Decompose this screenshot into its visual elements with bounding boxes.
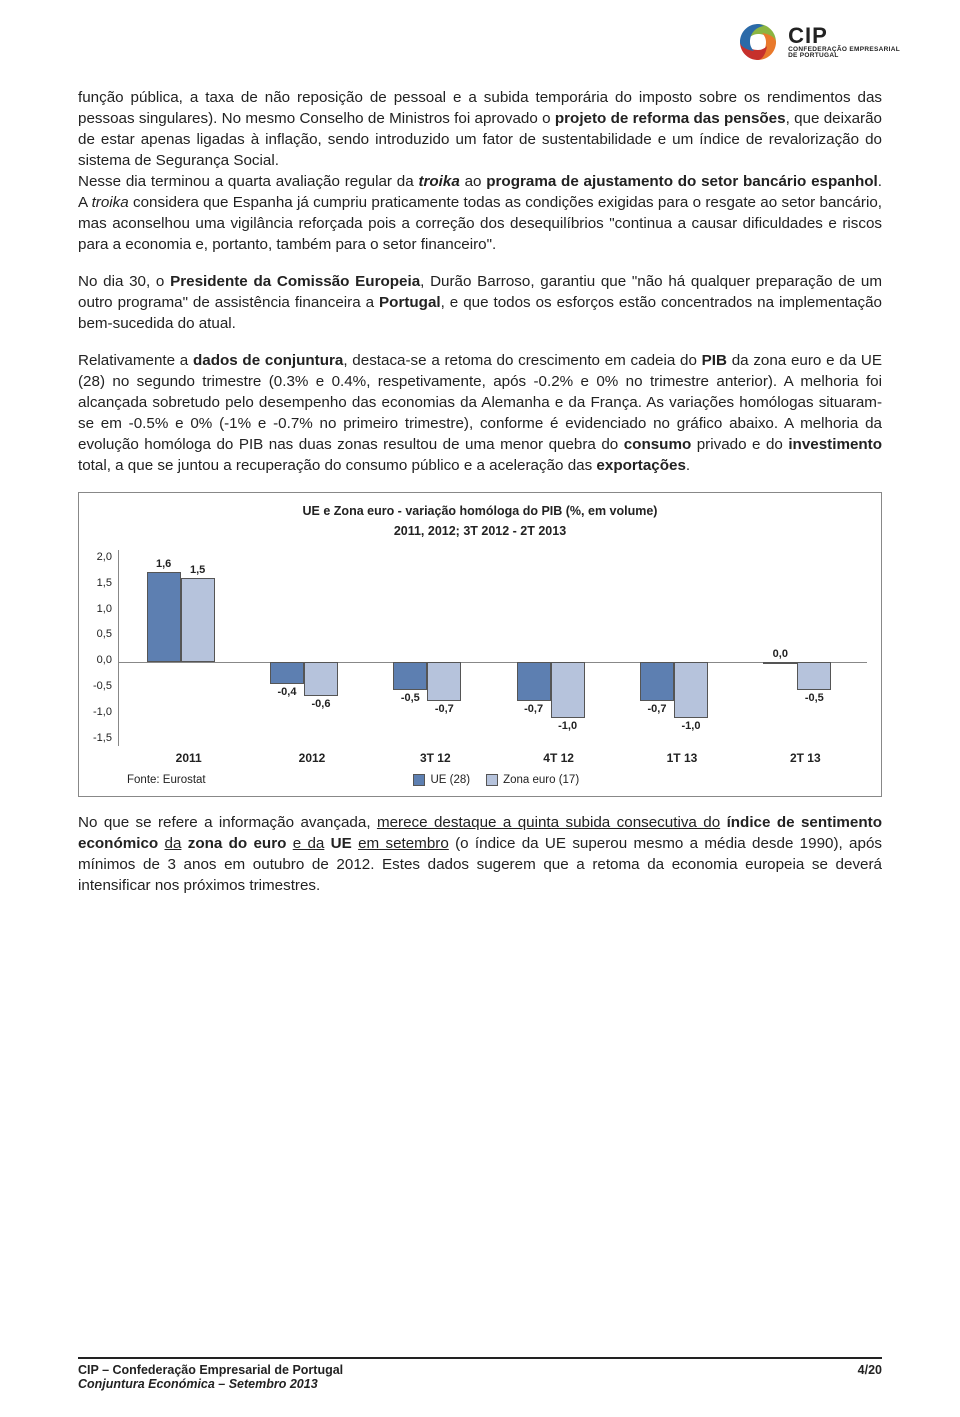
bar-label: -1,0 (681, 719, 700, 734)
chart-bar (763, 662, 797, 664)
chart-bar (517, 662, 551, 701)
footer-doc-title: Conjuntura Económica – Setembro 2013 (78, 1377, 343, 1391)
chart-plot: 1,6 1,5 -0,4 -0,6 -0,5 -0,7 -0,7 -1,0 -0,7 -1,0 0,… (118, 550, 867, 746)
chart-bar (393, 662, 427, 690)
y-tick: 2,0 (97, 550, 112, 565)
bar-label: 0,0 (773, 647, 788, 662)
chart-y-axis: 2,0 1,5 1,0 0,5 0,0 -0,5 -1,0 -1,5 (93, 550, 118, 746)
page-number: 4/20 (858, 1363, 882, 1391)
bar-label: -0,7 (647, 702, 666, 717)
chart-x-axis: 201120123T 124T 121T 132T 13 (127, 746, 867, 767)
chart-bar (147, 572, 181, 662)
gdp-chart: UE e Zona euro - variação homóloga do PI… (78, 492, 882, 797)
chart-source: Fonte: Eurostat (127, 773, 206, 789)
chart-bar (270, 662, 304, 684)
x-category: 2012 (250, 746, 373, 767)
legend-label: Zona euro (17) (503, 773, 579, 789)
logo-text-sub2: DE PORTUGAL (788, 53, 900, 60)
paragraph-1: função pública, a taxa de não reposição … (78, 88, 882, 256)
legend-item: UE (28) (413, 773, 470, 789)
x-category: 2T 13 (744, 746, 867, 767)
legend-swatch (486, 774, 498, 786)
chart-subtitle: 2011, 2012; 3T 2012 - 2T 2013 (93, 523, 867, 540)
chart-bar (640, 662, 674, 701)
legend-label: UE (28) (430, 773, 470, 789)
logo-text-cip: CIP (788, 25, 900, 47)
footer-org: CIP – Confederação Empresarial de Portug… (78, 1363, 343, 1377)
bar-label: 1,5 (190, 563, 205, 578)
document-body: função pública, a taxa de não reposição … (78, 88, 882, 897)
x-category: 3T 12 (374, 746, 497, 767)
bar-label: -0,5 (805, 691, 824, 706)
logo-swirl-icon (736, 20, 780, 64)
chart-legend: UE (28) Zona euro (17) (413, 773, 579, 789)
bar-label: -0,7 (435, 702, 454, 717)
y-tick: -1,0 (93, 705, 112, 720)
x-category: 1T 13 (620, 746, 743, 767)
x-category: 4T 12 (497, 746, 620, 767)
y-tick: 0,0 (97, 653, 112, 668)
chart-bar (181, 578, 215, 662)
x-category: 2011 (127, 746, 250, 767)
chart-bar (304, 662, 338, 696)
paragraph-3: Relativamente a dados de conjuntura, des… (78, 351, 882, 477)
bar-label: -0,6 (311, 697, 330, 712)
chart-bar (427, 662, 461, 701)
legend-swatch (413, 774, 425, 786)
paragraph-2: No dia 30, o Presidente da Comissão Euro… (78, 272, 882, 335)
bar-label: -0,7 (524, 702, 543, 717)
y-tick: 1,5 (97, 576, 112, 591)
y-tick: 1,0 (97, 602, 112, 617)
chart-bar (674, 662, 708, 718)
chart-bar (797, 662, 831, 690)
zero-line (119, 662, 867, 663)
org-logo: CIP CONFEDERAÇÃO EMPRESARIAL DE PORTUGAL (736, 20, 900, 64)
chart-bar (551, 662, 585, 718)
bar-label: 1,6 (156, 557, 171, 572)
page-footer: CIP – Confederação Empresarial de Portug… (78, 1357, 882, 1391)
y-tick: -1,5 (93, 731, 112, 746)
y-tick: -0,5 (93, 679, 112, 694)
bar-label: -0,4 (277, 685, 296, 700)
paragraph-4: No que se refere a informação avançada, … (78, 813, 882, 897)
y-tick: 0,5 (97, 627, 112, 642)
bar-label: -0,5 (401, 691, 420, 706)
legend-item: Zona euro (17) (486, 773, 579, 789)
bar-label: -1,0 (558, 719, 577, 734)
chart-title: UE e Zona euro - variação homóloga do PI… (93, 503, 867, 520)
